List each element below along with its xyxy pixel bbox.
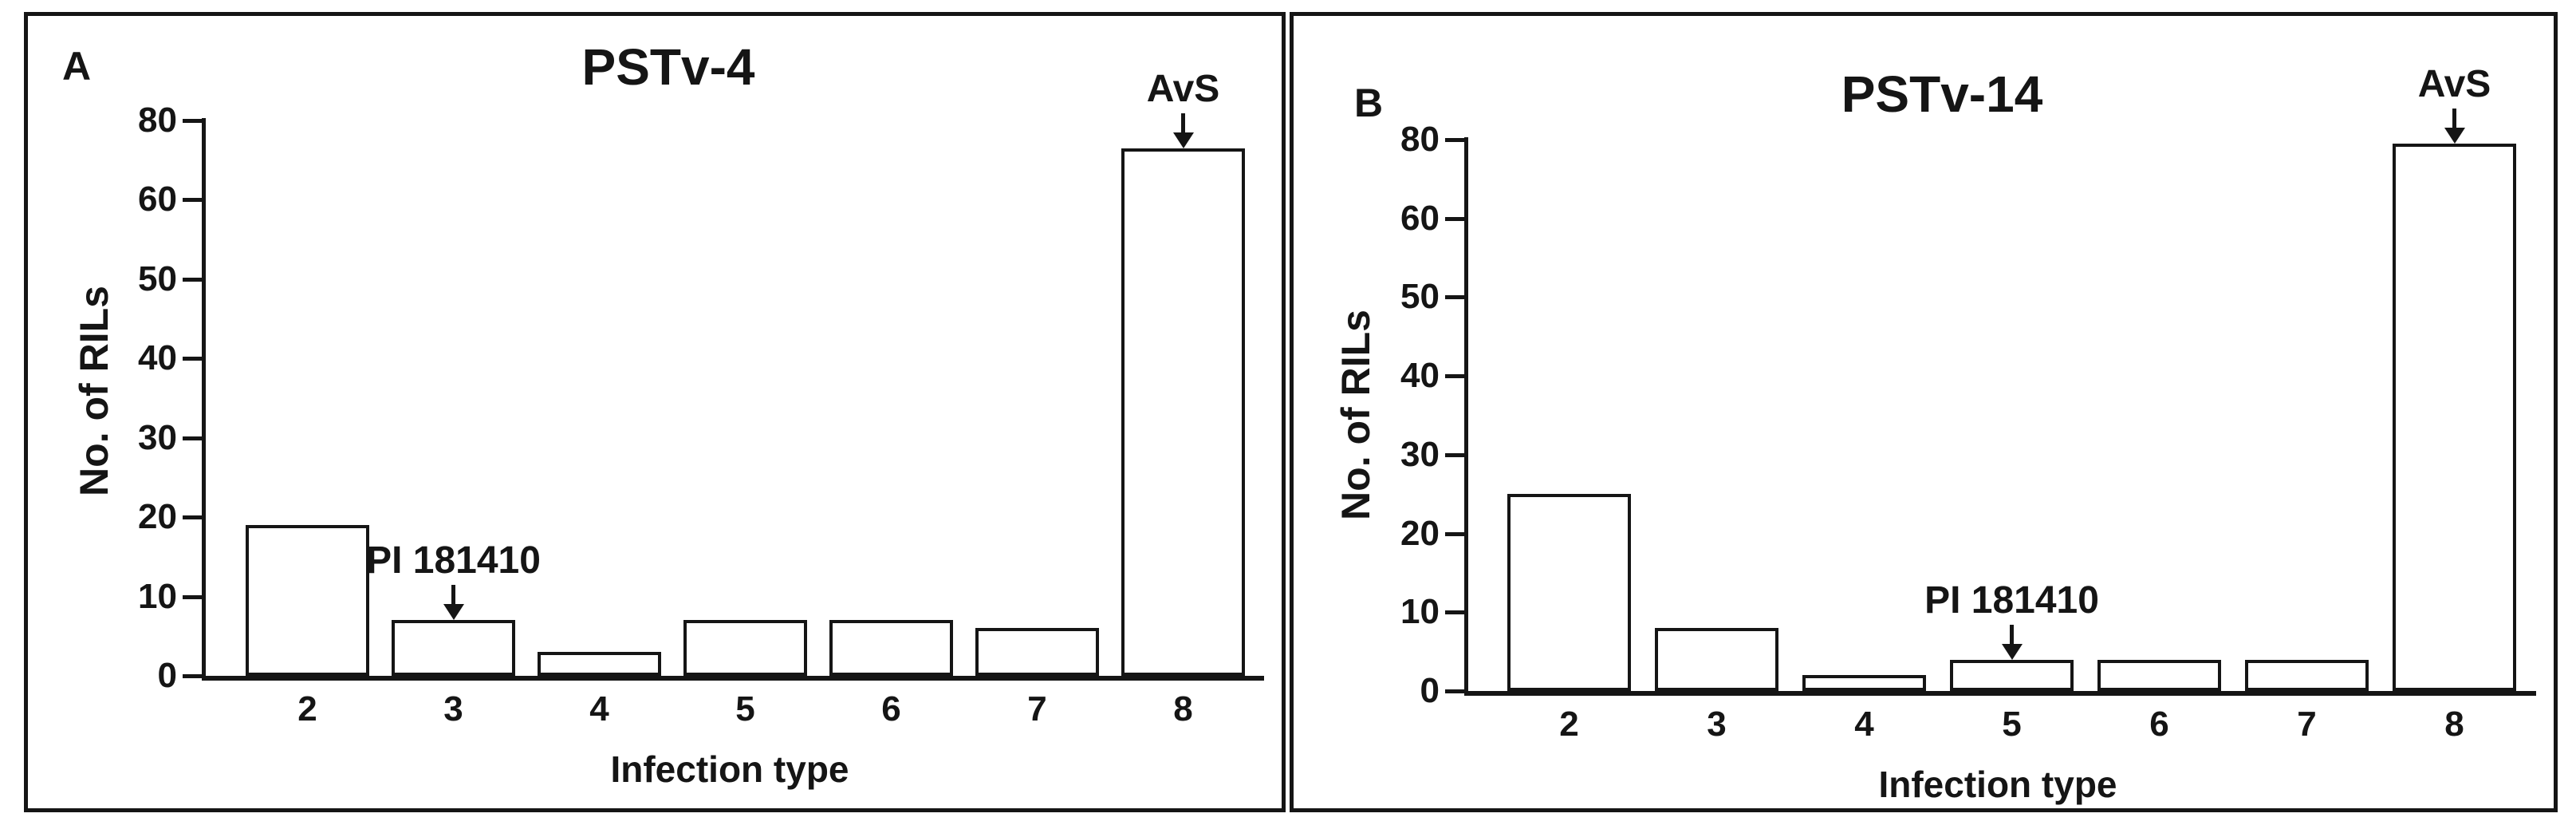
panel-a-annotation-pi-181410-down-arrow-icon (443, 604, 464, 620)
panel-b-x-category-label: 8 (2444, 705, 2464, 744)
panel-a-bar-infection-type-4 (538, 652, 661, 676)
panel-b-y-axis-line (1464, 137, 1468, 691)
panel-a-x-category-label: 3 (443, 689, 463, 728)
panel-a-x-category-label: 6 (881, 689, 901, 728)
panel-a-y-tick (183, 595, 202, 599)
panel-a-bar-infection-type-8 (1121, 148, 1245, 676)
panel-a-y-tick (183, 198, 202, 202)
panel-b-y-tick (1445, 689, 1464, 693)
panel-b-x-category-label: 2 (1559, 705, 1579, 744)
panel-a-y-tick (183, 515, 202, 519)
panel-a-x-category-label: 7 (1027, 689, 1047, 728)
panel-a-bar-infection-type-2 (246, 525, 369, 676)
panel-b-annotation-avs-label: AvS (2417, 63, 2491, 105)
panel-b-y-tick-label: 30 (1400, 435, 1440, 474)
panel-b-y-tick-label: 10 (1400, 592, 1440, 631)
panel-b-x-category-label: 5 (2002, 705, 2022, 744)
panel-a-title: PSTv-4 (581, 38, 755, 96)
panel-a-y-tick (183, 119, 202, 123)
panel-b-x-category-label: 3 (1707, 705, 1727, 744)
panel-b-x-axis-title: Infection type (1878, 764, 2117, 805)
panel-b-y-tick (1445, 374, 1464, 378)
panel-a-y-tick-label: 60 (138, 180, 177, 219)
panel-a-annotation-avs-label: AvS (1146, 68, 1220, 110)
panel-b-y-tick (1445, 295, 1464, 299)
panel-a-x-category-label: 4 (589, 689, 609, 728)
panel-a-bar-infection-type-5 (683, 620, 807, 676)
panel-a-y-tick (183, 436, 202, 440)
panel-a-y-tick-label: 10 (138, 577, 177, 616)
panel-a-y-tick (183, 674, 202, 678)
panel-b-annotation-pi-181410-label: PI 181410 (1924, 579, 2099, 622)
panel-a-y-tick-label: 30 (138, 418, 177, 457)
panel-b-x-axis-line (1464, 691, 2536, 696)
panel-a-y-axis-line (202, 118, 206, 676)
panel-b-x-category-label: 6 (2149, 705, 2169, 744)
panel-b-y-tick (1445, 610, 1464, 614)
panel-a-bar-infection-type-6 (829, 620, 953, 676)
panel-a-x-category-label: 2 (297, 689, 317, 728)
panel-b-bar-infection-type-8 (2393, 144, 2516, 691)
panel-a-y-tick (183, 278, 202, 282)
panel-a-y-tick-label: 20 (138, 497, 177, 536)
panel-b-annotation-pi-181410-arrow-shaft (2009, 625, 2014, 646)
panel-b-y-tick (1445, 138, 1464, 142)
panel-b-letter: B (1354, 81, 1384, 125)
panel-a-annotation-pi-181410-arrow-shaft (451, 585, 455, 606)
panel-b-x-category-label: 4 (1854, 705, 1874, 744)
panel-b-bar-infection-type-5 (1950, 660, 2074, 691)
panel-a-y-tick-label: 0 (157, 656, 177, 695)
panel-b-bar-infection-type-6 (2097, 660, 2221, 691)
panel-b-y-tick-label: 40 (1400, 356, 1440, 395)
panel-b-y-tick-label: 0 (1420, 671, 1440, 710)
panel-a-y-tick-label: 50 (138, 259, 177, 298)
panel-a-bar-infection-type-7 (975, 628, 1099, 676)
panel-b-y-tick (1445, 532, 1464, 536)
panel-b-y-axis-title: No. of RILs (1333, 310, 1378, 520)
panel-b-annotation-avs-down-arrow-icon (2444, 128, 2465, 144)
panel-a-x-axis-line (202, 676, 1264, 681)
panel-a-x-axis-title: Infection type (610, 748, 849, 790)
panel-b-x-category-label: 7 (2297, 705, 2317, 744)
panel-a-x-category-label: 5 (735, 689, 755, 728)
panel-a-y-tick-label: 40 (138, 338, 177, 377)
panel-b-annotation-pi-181410-down-arrow-icon (2001, 644, 2023, 660)
panel-b-title: PSTv-14 (1841, 65, 2043, 123)
panel-a-x-category-label: 8 (1173, 689, 1193, 728)
panel-a-annotation-avs-down-arrow-icon (1172, 132, 1194, 148)
panel-b-y-tick (1445, 453, 1464, 457)
panel-b-y-tick-label: 60 (1400, 199, 1440, 238)
panel-a-y-tick-label: 80 (138, 101, 177, 140)
panel-b-bar-infection-type-2 (1507, 494, 1631, 691)
panel-b-y-tick-label: 50 (1400, 277, 1440, 316)
panel-b-y-tick-label: 20 (1400, 514, 1440, 553)
panel-b-bar-infection-type-7 (2245, 660, 2369, 691)
panel-a-letter: A (62, 44, 92, 89)
panel-a-annotation-pi-181410-label: PI 181410 (366, 539, 541, 582)
panel-b-bar-infection-type-4 (1802, 675, 1926, 691)
panel-a-bar-infection-type-3 (392, 620, 515, 676)
panel-a-annotation-avs-arrow-shaft (1180, 113, 1185, 135)
panel-a-y-tick (183, 357, 202, 361)
panel-b-annotation-avs-arrow-shaft (2452, 109, 2456, 130)
panel-b-y-tick-label: 80 (1400, 120, 1440, 159)
panel-b-y-tick (1445, 217, 1464, 221)
panel-b-bar-infection-type-3 (1655, 628, 1778, 691)
